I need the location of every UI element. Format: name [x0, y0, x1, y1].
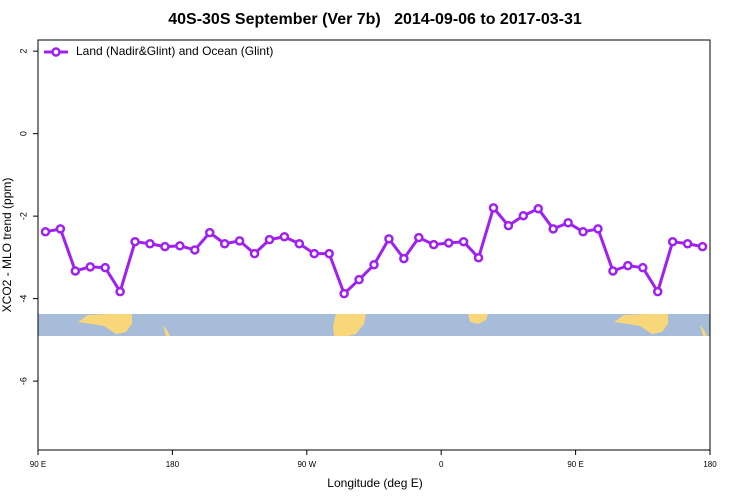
map-strip	[38, 314, 710, 336]
point	[354, 274, 364, 285]
point	[204, 227, 215, 238]
point	[249, 248, 260, 259]
point	[518, 210, 529, 221]
point	[219, 239, 230, 249]
plot-frame	[37, 39, 711, 451]
point	[488, 203, 499, 213]
point	[593, 224, 603, 234]
point	[175, 241, 185, 251]
point	[578, 227, 588, 237]
point	[85, 262, 96, 272]
point	[100, 262, 110, 273]
x-tick-label: 0	[439, 460, 444, 469]
point	[473, 253, 484, 263]
legend-marker	[51, 47, 61, 57]
point	[115, 286, 125, 297]
y-tick-label: -2	[18, 212, 28, 220]
x-tick-label: 90 E	[567, 460, 583, 469]
y-axis-label: XCO2 - MLO trend (ppm)	[0, 178, 14, 313]
point	[264, 234, 275, 245]
point	[638, 262, 648, 273]
chart-title: 40S-30S September (Ver 7b) 2014-09-06 to…	[168, 11, 582, 28]
y-tick-label: -6	[18, 377, 28, 385]
point	[682, 239, 693, 249]
point	[399, 253, 409, 264]
point	[414, 232, 424, 243]
y-tick-label: 0	[18, 131, 28, 136]
x-tick-label: 180	[166, 460, 180, 469]
point	[697, 241, 708, 252]
point	[279, 232, 290, 242]
point	[369, 260, 379, 270]
point	[652, 286, 663, 297]
point	[190, 245, 200, 255]
point	[70, 266, 81, 276]
point	[608, 266, 618, 276]
point	[234, 236, 245, 246]
point	[443, 238, 454, 248]
point	[428, 239, 439, 250]
point	[55, 224, 66, 234]
point	[145, 239, 155, 249]
point	[503, 220, 514, 231]
point	[563, 217, 573, 228]
y-tick-label: -4	[18, 295, 28, 303]
point	[130, 236, 140, 247]
point	[623, 260, 633, 271]
point	[384, 234, 394, 244]
x-tick-label: 90 W	[297, 460, 316, 469]
point	[458, 236, 469, 247]
legend-label: Land (Nadir&Glint) and Ocean (Glint)	[76, 44, 273, 58]
point	[40, 227, 51, 237]
point	[309, 248, 320, 259]
x-axis-label: Longitude (deg E)	[327, 476, 422, 490]
y-tick-label: 2	[18, 49, 28, 54]
point	[294, 239, 305, 249]
point	[533, 203, 544, 214]
point	[339, 288, 349, 299]
series-line	[45, 206, 703, 296]
point	[324, 248, 334, 259]
x-tick-label: 180	[703, 460, 717, 469]
point	[160, 241, 170, 252]
x-tick-label: 90 E	[30, 460, 46, 469]
point	[667, 236, 678, 247]
point	[548, 224, 558, 234]
